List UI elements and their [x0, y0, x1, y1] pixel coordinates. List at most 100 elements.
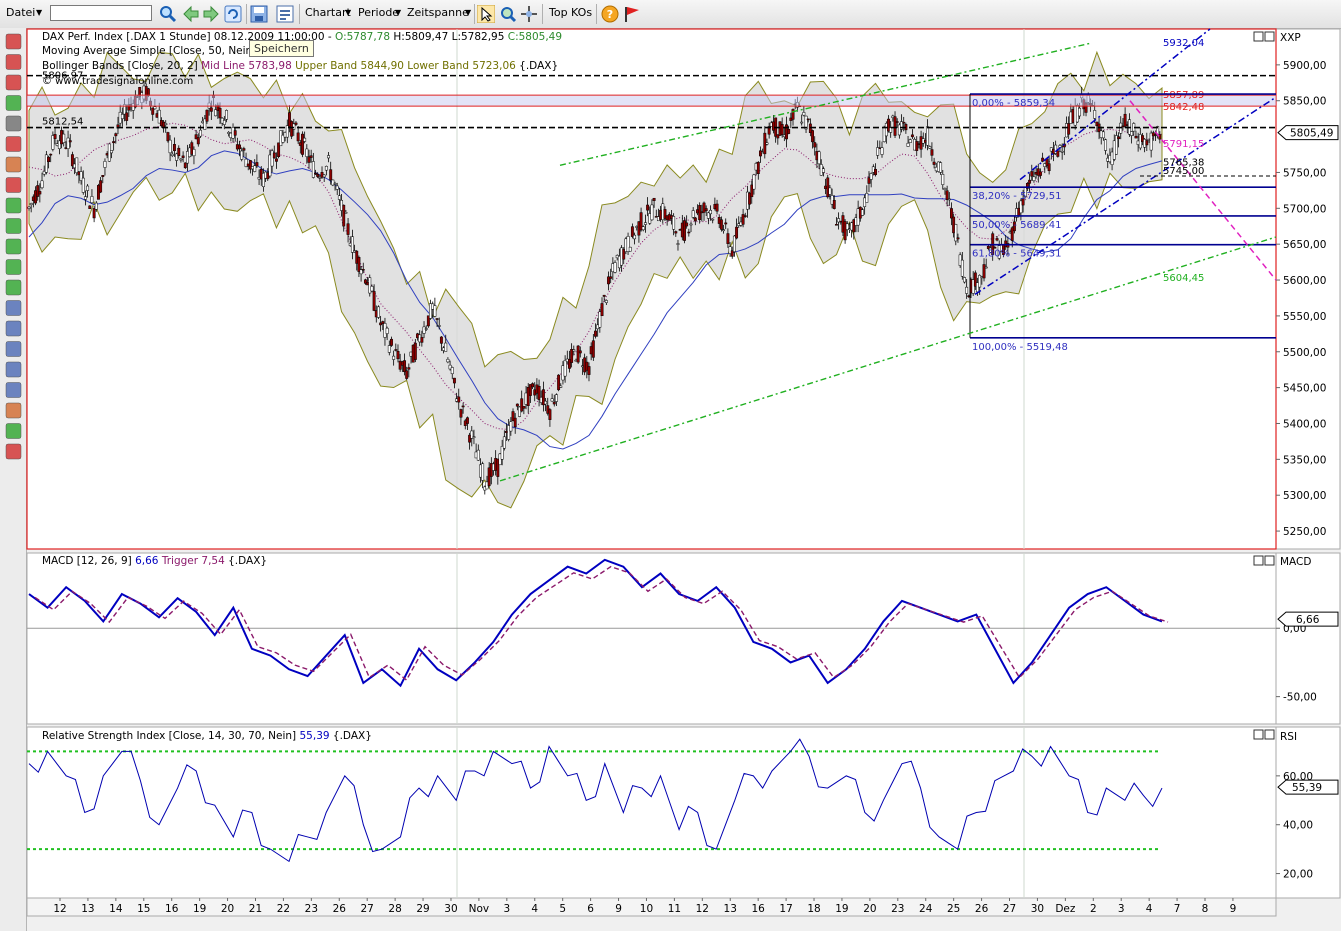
timespan-menu[interactable]: Zeitspanne [407, 6, 469, 19]
candle-body [381, 321, 385, 324]
drawing-tool-icon[interactable] [5, 382, 22, 398]
drawing-tool-icon[interactable] [5, 54, 22, 70]
drawing-tool-icon[interactable] [5, 300, 22, 316]
candle-body [1032, 176, 1036, 181]
panel-maximize-button[interactable] [1253, 31, 1264, 42]
rsi-tick-label: 40,00 [1283, 820, 1313, 832]
chevron-down-icon[interactable]: ▼ [345, 8, 352, 17]
drawing-tool-icon[interactable] [5, 95, 22, 111]
panel-maximize-button[interactable] [1253, 729, 1264, 740]
candle-body [66, 137, 70, 149]
drawing-tool-icon[interactable] [5, 320, 22, 337]
candle-body [908, 139, 912, 143]
candle-body [765, 142, 769, 145]
fib-label: 61,80% - 5649,31 [972, 249, 1061, 260]
candle-body [413, 342, 417, 360]
x-tick-label: 3 [1118, 903, 1125, 915]
candle-body [630, 226, 634, 237]
drawing-tool-icon[interactable] [5, 177, 22, 193]
panel-maximize-button[interactable] [1253, 555, 1264, 566]
candle-body [726, 233, 730, 244]
save-icon[interactable] [250, 5, 268, 23]
svg-text:?: ? [607, 8, 613, 21]
candle-body [1060, 150, 1064, 153]
cursor-icon[interactable] [477, 5, 495, 23]
drawing-tool-icon[interactable] [5, 218, 22, 234]
candle-body [939, 162, 943, 173]
candle-body [954, 224, 958, 242]
candle-body [1010, 227, 1014, 241]
candle-body [322, 174, 326, 178]
drawing-tool-icon[interactable] [5, 423, 22, 439]
drawing-tool-icon[interactable] [5, 341, 22, 357]
zoom-icon[interactable] [499, 5, 517, 23]
crosshair-icon[interactable] [520, 5, 538, 23]
drawing-tool-icon[interactable] [5, 33, 22, 50]
candle-body [693, 217, 697, 222]
help-icon[interactable]: ? [601, 5, 619, 23]
candle-body [735, 226, 739, 239]
candle-body [29, 203, 33, 206]
candle-body [830, 195, 834, 205]
close-value: C:5805,49 [507, 31, 563, 43]
candle-body [296, 132, 300, 142]
search-icon[interactable] [159, 5, 177, 23]
candle-body [125, 112, 129, 121]
drawing-tool-icon[interactable] [5, 115, 22, 132]
candle-body [776, 134, 780, 139]
drawing-tool-icon[interactable] [5, 156, 22, 173]
macd-trigger-line [34, 565, 1169, 682]
candle-body [643, 222, 647, 225]
file-menu[interactable]: Datei [6, 6, 36, 19]
y-tick-label: 5450,00 [1283, 383, 1326, 395]
candle-body [1012, 221, 1016, 232]
blue-channel-label: 5932,04 [1163, 38, 1204, 49]
forward-arrow-icon[interactable] [202, 5, 220, 23]
candle-body [986, 245, 990, 249]
candle-body [557, 374, 561, 391]
candle-body [337, 195, 341, 200]
candle-body [277, 142, 281, 157]
candle-body [826, 177, 830, 198]
panel-close-button[interactable] [1264, 555, 1275, 566]
drawing-tool-icon[interactable] [5, 402, 22, 419]
charttype-menu[interactable]: Chartart [305, 6, 351, 19]
drawing-tool-icon[interactable] [5, 238, 22, 255]
candle-body [57, 140, 61, 149]
candle-body [333, 183, 337, 185]
properties-icon[interactable] [276, 5, 294, 23]
candle-body [995, 238, 999, 241]
candle-body [568, 359, 571, 369]
candle-body [164, 123, 168, 125]
drawing-tool-icon[interactable] [5, 136, 22, 152]
flag-icon[interactable] [623, 5, 641, 23]
candle-body [813, 142, 817, 148]
chevron-down-icon[interactable]: ▼ [465, 8, 472, 17]
panel-close-button[interactable] [1264, 31, 1275, 42]
candle-body [62, 133, 66, 143]
green-lower-channel [499, 236, 1277, 482]
period-menu[interactable]: Periode [358, 6, 400, 19]
drawing-tool-icon[interactable] [5, 279, 22, 296]
back-arrow-icon[interactable] [182, 5, 200, 23]
candle-body [435, 318, 439, 320]
candle-body [465, 417, 469, 424]
top-kos-button[interactable]: Top KOs [549, 6, 593, 19]
drawing-tool-icon[interactable] [5, 197, 22, 214]
drawing-tool-icon[interactable] [5, 361, 22, 378]
chevron-down-icon[interactable]: ▼ [395, 8, 402, 17]
symbol-search-input[interactable] [50, 5, 152, 21]
candle-body [120, 114, 124, 119]
chevron-down-icon[interactable]: ▼ [36, 8, 43, 17]
x-tick-label: 4 [1146, 903, 1153, 915]
drawing-tool-icon[interactable] [5, 74, 22, 91]
candle-body [261, 173, 265, 187]
refresh-icon[interactable] [224, 5, 242, 23]
sma-line [28, 150, 1163, 450]
main-price-panel-axis [1275, 28, 1341, 550]
candle-body [38, 191, 42, 195]
drawing-tool-icon[interactable] [5, 443, 22, 460]
candle-body [377, 306, 380, 318]
panel-close-button[interactable] [1264, 729, 1275, 740]
drawing-tool-icon[interactable] [5, 259, 22, 275]
